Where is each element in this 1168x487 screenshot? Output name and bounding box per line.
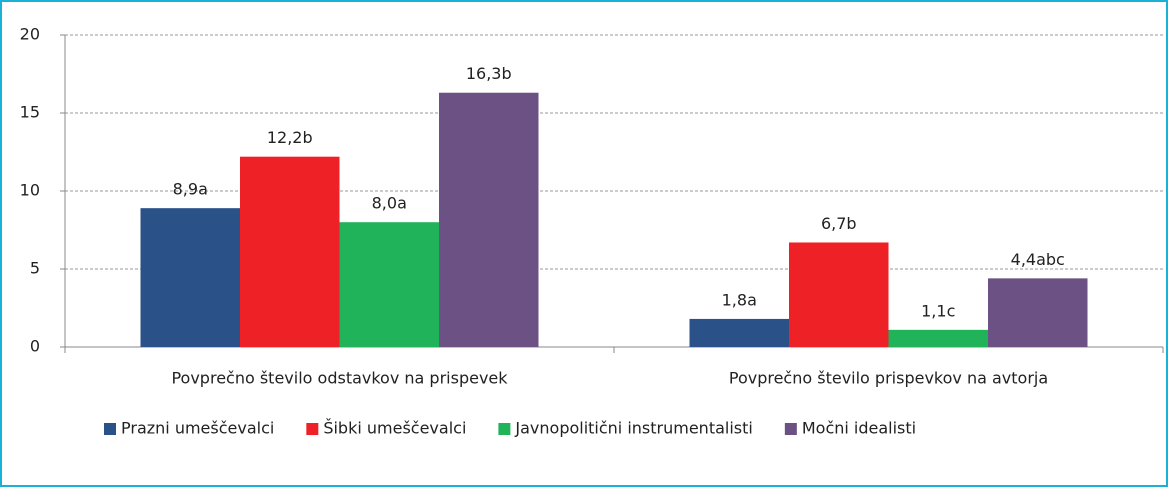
bar <box>789 242 889 347</box>
data-label: 6,7b <box>821 214 857 233</box>
legend-label: Močni idealisti <box>802 419 916 438</box>
data-label: 16,3b <box>466 64 512 83</box>
legend-swatch <box>498 423 511 435</box>
legend-swatch <box>104 423 116 435</box>
legend-label: Prazni umeščevalci <box>121 419 274 438</box>
x-tick-label: Povprečno število prispevkov na avtorja <box>729 369 1048 388</box>
data-label: 8,9a <box>173 180 208 199</box>
data-label: 8,0a <box>372 194 407 213</box>
legend-swatch <box>784 423 797 435</box>
bar <box>140 208 240 347</box>
bar <box>988 278 1088 347</box>
bar <box>240 156 340 347</box>
data-label: 12,2b <box>267 128 313 147</box>
y-tick-label: 0 <box>30 337 40 356</box>
y-tick-label: 10 <box>20 181 40 200</box>
data-label: 1,1c <box>921 301 955 320</box>
y-tick-label: 20 <box>20 25 40 44</box>
legend-swatch <box>306 423 319 435</box>
legend-label: Javnopolitični instrumentalisti <box>514 419 752 438</box>
legend-label: Šibki umeščevalci <box>323 419 466 438</box>
bar <box>339 222 439 347</box>
bar <box>439 92 539 347</box>
y-tick-label: 5 <box>30 259 40 278</box>
bar <box>888 329 988 347</box>
x-tick-label: Povprečno število odstavkov na prispevek <box>171 369 508 388</box>
y-tick-label: 15 <box>20 103 40 122</box>
data-label: 4,4abc <box>1011 250 1065 269</box>
bar <box>689 318 789 347</box>
data-label: 1,8a <box>722 290 757 309</box>
